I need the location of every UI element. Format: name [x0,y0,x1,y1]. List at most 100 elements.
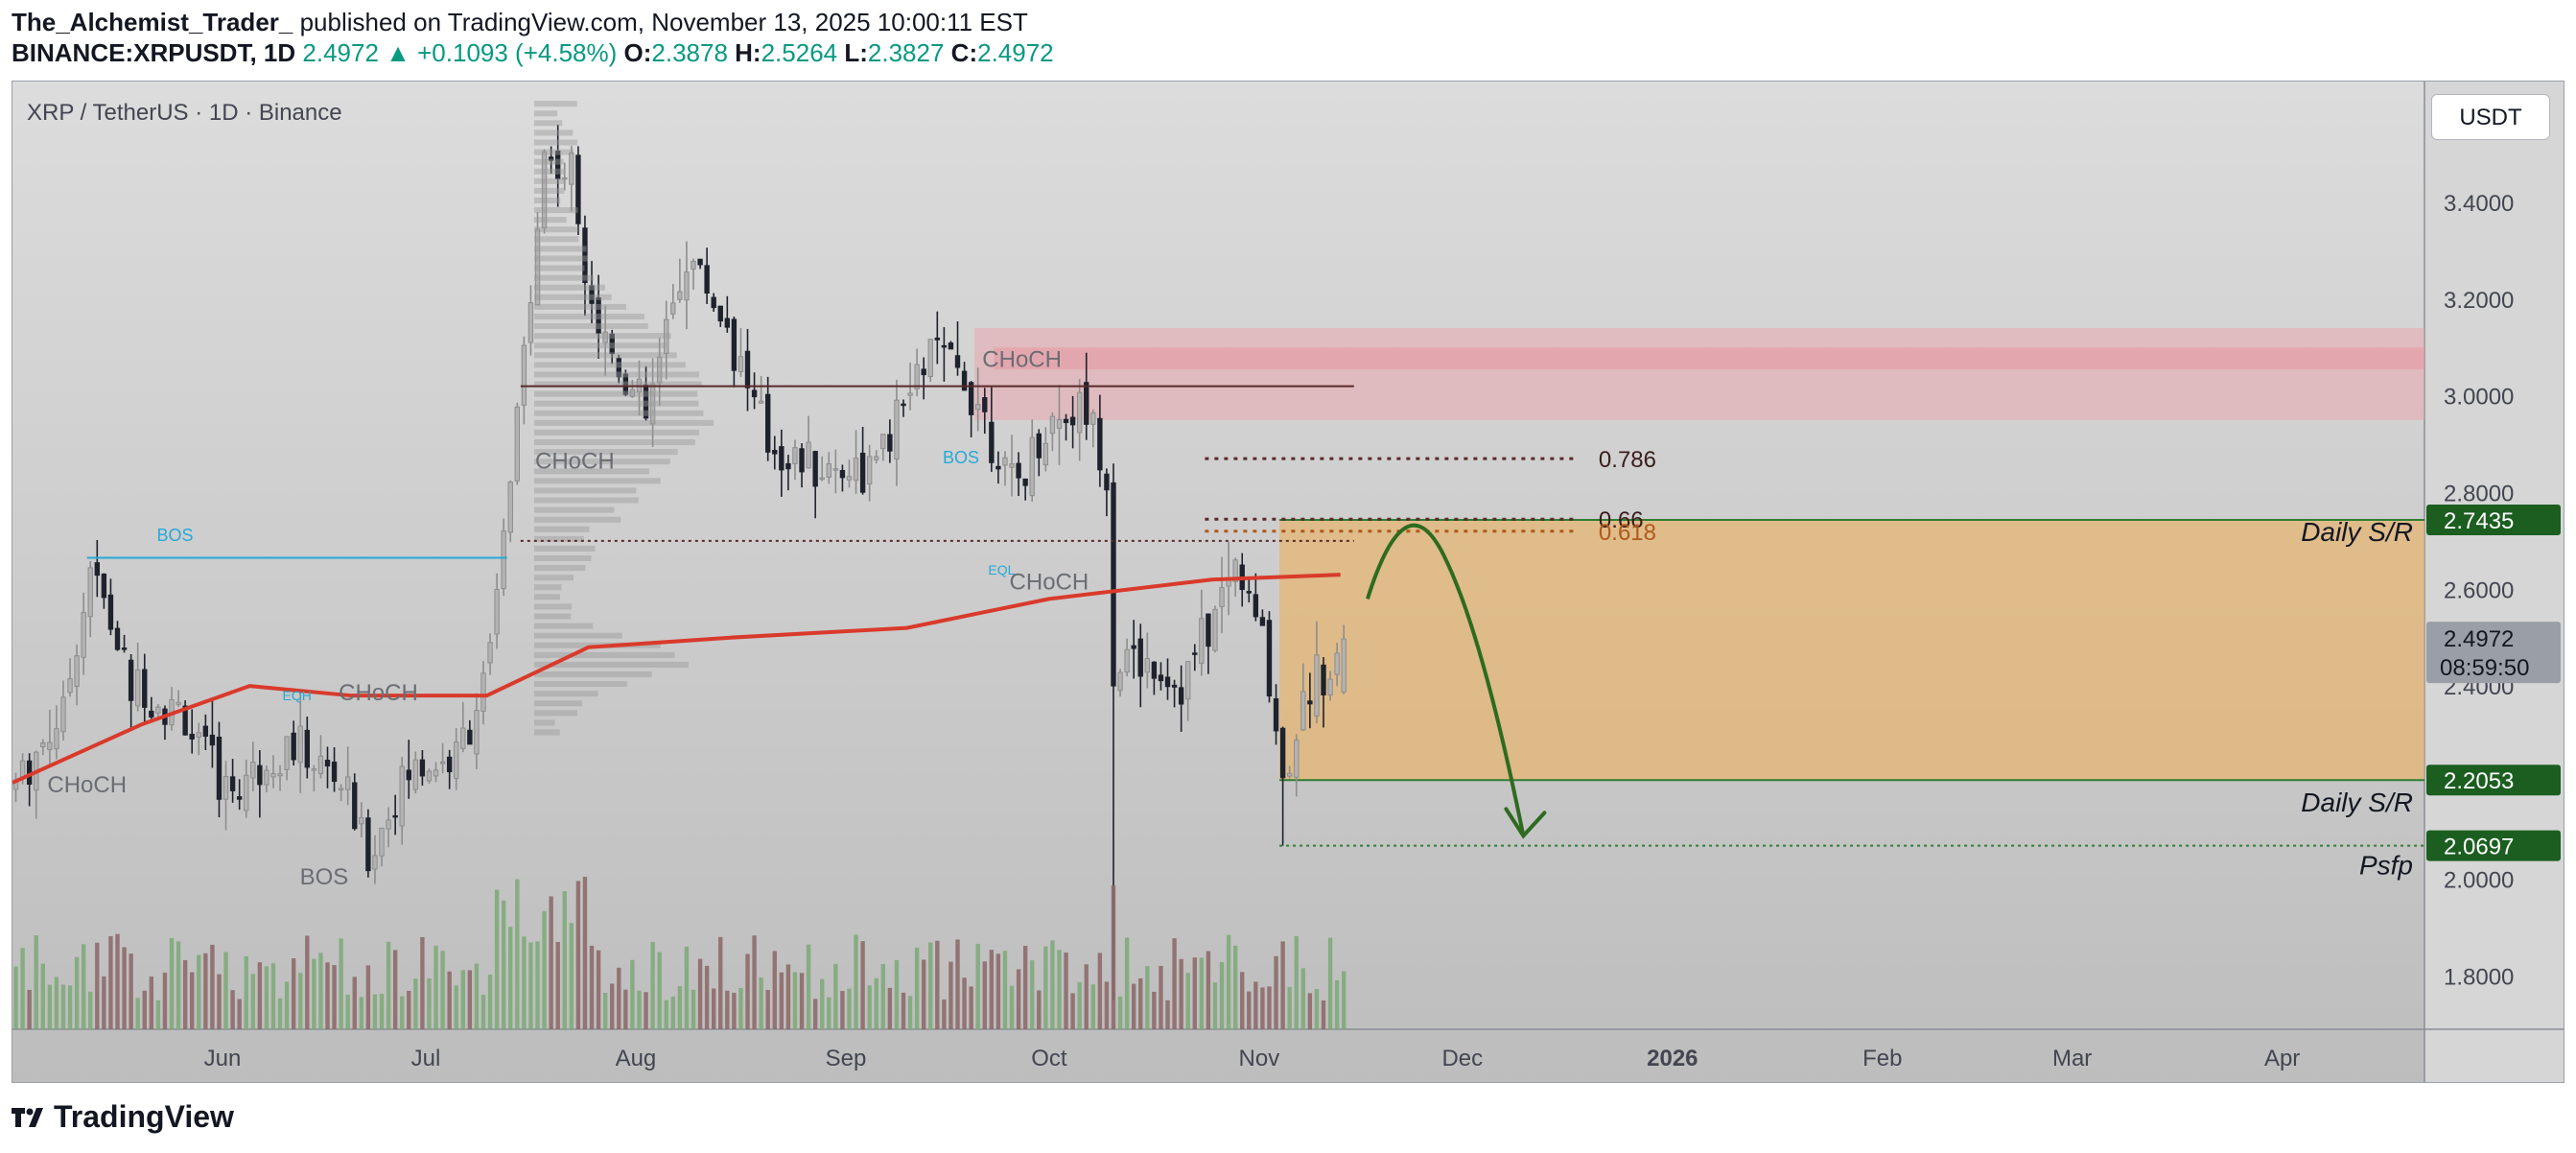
volume-bar [1070,993,1075,1029]
fib-label-0-618: 0.618 [1599,520,1656,546]
volume-bar [718,936,723,1029]
volume-bar [487,974,493,1029]
volume-bar [413,978,418,1029]
volume-bar [230,990,235,1029]
volume-bar [867,985,872,1029]
volume-profile-row [533,342,667,349]
candle-body [216,736,222,800]
volume-profile-row [533,671,652,678]
volume-profile-row [533,177,566,184]
volume-profile-row [533,575,574,581]
candle-body [392,814,398,818]
volume-bar [162,972,168,1029]
volume-bar [522,936,527,1029]
candle-body [244,774,249,812]
volume-bar [907,996,913,1029]
volume-bar [250,974,255,1029]
volume-bar [630,959,635,1029]
candle-body [317,755,324,775]
volume-profile-row [533,294,612,300]
candle-body [1259,617,1266,626]
structure-label: CHoCH [982,346,1062,372]
structure-label: CHoCH [1010,569,1089,595]
candle-body [60,696,66,733]
volume-bar [664,1000,668,1029]
volume-bar [617,967,621,1029]
volume-profile-row [533,303,626,310]
price-tag-bg [2426,504,2561,535]
candle-body [222,775,229,800]
candle-body [365,817,371,872]
volume-profile-row [533,217,567,224]
candle-body [460,727,466,749]
candle-body [1076,391,1083,434]
candle-body [291,732,296,761]
volume-profile-row [533,506,615,513]
candle-body [1253,594,1259,618]
candle-body [1158,674,1164,682]
zone-daily-sr [1279,519,2424,781]
candle-body [704,265,710,294]
volume-bar [759,977,763,1029]
volume-bar [840,991,845,1029]
candle-body [792,447,798,465]
volume-bar [955,939,960,1029]
structure-label: BOS [300,864,349,890]
candle-body [921,368,926,376]
volume-bar [1111,885,1116,1029]
volume-bar [1206,951,1211,1029]
candle-body [196,732,201,738]
candle-body [155,706,161,714]
candle-body [711,296,716,309]
candle-body [656,356,663,384]
volume-bar [575,881,581,1029]
price-tag-bg [2426,830,2561,861]
candle-body [74,655,80,688]
chart-area[interactable]: 0.786 0.66 0.618 BOS EQH CHoCH CHoCH BOS CHoCH BO… [12,81,2564,1083]
volume-profile-row [533,400,699,407]
volume-profile-row [533,323,648,330]
volume-bar [474,963,480,1029]
volume-bar [223,952,228,1029]
volume-bar [1294,936,1299,1029]
volume-bar [982,961,987,1029]
candle-body [176,701,181,705]
volume-profile-row [533,651,675,658]
currency-selector[interactable]: USDT [2431,94,2550,140]
volume-bar [122,947,127,1029]
volume-bar [115,933,120,1029]
candle-body [94,562,100,576]
volume-bar [169,937,175,1029]
candle-body [744,350,751,388]
price-chart[interactable]: 0.786 0.660.618 BOS EQH CHoCH CHoCH BOS CHoCH BO… [12,82,2564,1083]
volume-bar [325,962,330,1029]
price-tag: 2.0697 [2426,830,2561,861]
volume-bar [1037,990,1042,1029]
candle-body [1199,618,1205,664]
volume-profile-row [533,584,562,591]
candle-body [1321,664,1326,695]
candle-body [1327,678,1333,696]
candle-body [1246,591,1252,594]
structure-label: EQL [988,562,1015,577]
volume-bar [792,972,798,1029]
volume-bar [454,985,458,1029]
volume-bar [305,935,310,1029]
volume-bar [298,973,303,1029]
volume-bar [81,944,86,1029]
volume-bar [820,978,825,1029]
candle-body [697,258,703,266]
zone-label: Daily S/R [2301,517,2413,547]
published-text: published on TradingView.com, November 1… [293,8,1028,36]
volume-profile-row [533,120,563,127]
price-tag: 2.7435 [2426,504,2561,535]
volume-bar [995,953,1001,1029]
candle-body [948,342,954,350]
volume-bar [942,999,947,1029]
candle-body [541,151,548,229]
candle-body [765,393,771,453]
candle-body [47,741,53,750]
candle-body [1117,671,1123,692]
candle-body [1097,417,1103,471]
tradingview-logo[interactable]: TradingView [12,1099,234,1135]
